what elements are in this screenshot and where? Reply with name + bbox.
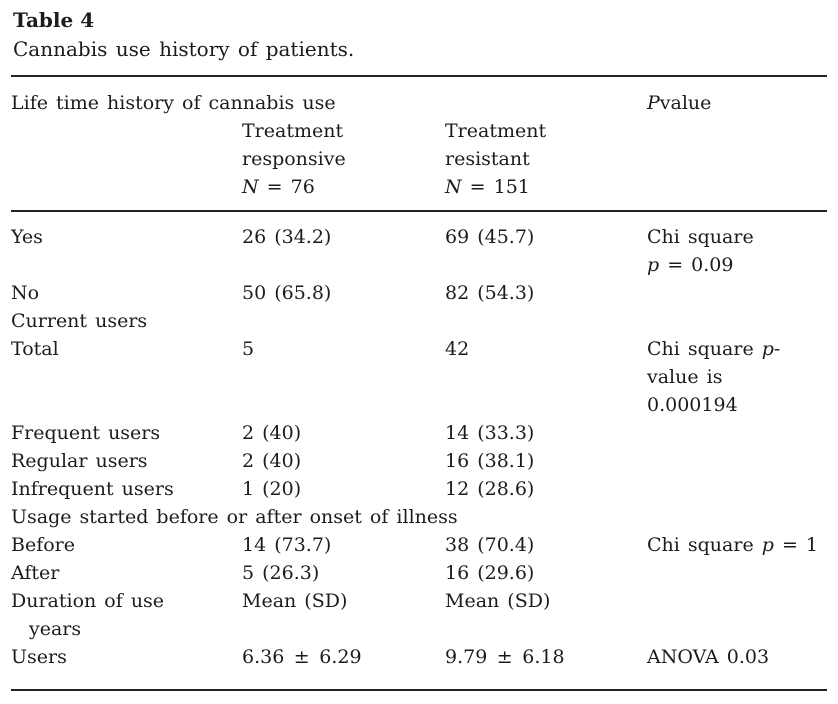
row-label: Current users — [11, 310, 148, 332]
table-row-infrequent-users: Infrequent users 1 (20) 12 (28.6) — [11, 475, 827, 503]
cell-responsive — [242, 307, 445, 335]
cell-pvalue — [647, 559, 827, 587]
row-label: Before — [11, 534, 76, 556]
cell-responsive: 1 (20) — [242, 478, 302, 500]
header-pvalue-label: Pvalue — [647, 92, 712, 114]
cell-resistant: 14 (33.3) — [445, 422, 535, 444]
cell-resistant: 16 (29.6) — [445, 562, 535, 584]
table-row-regular-users: Regular users 2 (40) 16 (38.1) — [11, 447, 827, 475]
cell-pvalue: Chi square p = 0.09 — [647, 226, 754, 276]
cell-pvalue — [647, 475, 827, 503]
row-label: No — [11, 282, 40, 304]
cell-responsive: 50 (65.8) — [242, 282, 332, 304]
header-row-top: Life time history of cannabis use Pvalue — [11, 76, 827, 117]
table-body: Yes 26 (34.2) 69 (45.7) Chi square p = 0.… — [11, 211, 827, 690]
row-label: Frequent users — [11, 422, 161, 444]
cell-responsive: 26 (34.2) — [242, 226, 332, 248]
table-row-after: After 5 (26.3) 16 (29.6) — [11, 559, 827, 587]
header-empty-cell — [647, 117, 827, 211]
cell-resistant: 16 (38.1) — [445, 450, 535, 472]
table-row-duration: Duration of use years Mean (SD) Mean (SD) — [11, 587, 827, 643]
cell-pvalue — [647, 307, 827, 335]
cell-responsive: 14 (73.7) — [242, 534, 332, 556]
table-row-yes: Yes 26 (34.2) 69 (45.7) Chi square p = 0.… — [11, 211, 827, 279]
cannabis-history-table: Life time history of cannabis use Pvalue… — [11, 75, 827, 691]
cell-responsive: 6.36 ± 6.29 — [242, 646, 362, 668]
cell-responsive: 5 — [242, 338, 255, 360]
cell-resistant: 42 — [445, 338, 470, 360]
cell-pvalue — [647, 419, 827, 447]
table-row-before: Before 14 (73.7) 38 (70.4) Chi square p … — [11, 531, 827, 559]
row-label: Total — [11, 338, 59, 360]
row-label: Regular users — [11, 450, 148, 472]
header-row-groups: Treatment responsive N = 76 Treatment resis… — [11, 117, 827, 211]
cell-resistant: 69 (45.7) — [445, 226, 535, 248]
table-row-total: Total 5 42 Chi square p-value is 0.000194 — [11, 335, 827, 419]
cell-pvalue — [647, 587, 827, 643]
cell-resistant: 82 (54.3) — [445, 282, 535, 304]
cell-responsive: Mean (SD) — [242, 590, 348, 612]
header-lifetime-label: Life time history of cannabis use — [11, 92, 336, 114]
cell-pvalue: ANOVA 0.03 — [647, 646, 770, 668]
cell-pvalue — [647, 447, 827, 475]
header-col-treatment-resistant: Treatment resistant N = 151 — [445, 120, 547, 198]
cell-responsive: 5 (26.3) — [242, 562, 320, 584]
cell-responsive: 2 (40) — [242, 450, 302, 472]
row-label: Yes — [11, 226, 43, 248]
table-caption: Cannabis use history of patients. — [13, 37, 355, 61]
row-label: After — [11, 562, 60, 584]
header-empty-cell — [11, 117, 242, 211]
table-row-no: No 50 (65.8) 82 (54.3) — [11, 279, 827, 307]
table-row-usage-started: Usage started before or after onset of i… — [11, 503, 827, 531]
cell-resistant: Mean (SD) — [445, 590, 551, 612]
row-label: Infrequent users — [11, 478, 174, 500]
table-row-users-mean: Users 6.36 ± 6.29 9.79 ± 6.18 ANOVA 0.03 — [11, 643, 827, 690]
cell-pvalue — [647, 279, 827, 307]
section-label: Usage started before or after onset of i… — [11, 506, 458, 528]
cell-pvalue: Chi square p = 1 — [647, 534, 818, 556]
header-col-treatment-responsive: Treatment responsive N = 76 — [242, 120, 346, 198]
cell-pvalue: Chi square p-value is 0.000194 — [647, 338, 781, 416]
table-number: Table 4 — [13, 8, 95, 32]
table-row-frequent-users: Frequent users 2 (40) 14 (33.3) — [11, 419, 827, 447]
table-header: Life time history of cannabis use Pvalue… — [11, 76, 827, 211]
cell-resistant: 38 (70.4) — [445, 534, 535, 556]
cell-resistant — [445, 307, 647, 335]
cell-responsive: 2 (40) — [242, 422, 302, 444]
cell-resistant: 12 (28.6) — [445, 478, 535, 500]
row-label: Duration of use years — [11, 590, 165, 640]
row-label: Users — [11, 646, 67, 668]
table-row-current-users: Current users — [11, 307, 827, 335]
cell-resistant: 9.79 ± 6.18 — [445, 646, 565, 668]
